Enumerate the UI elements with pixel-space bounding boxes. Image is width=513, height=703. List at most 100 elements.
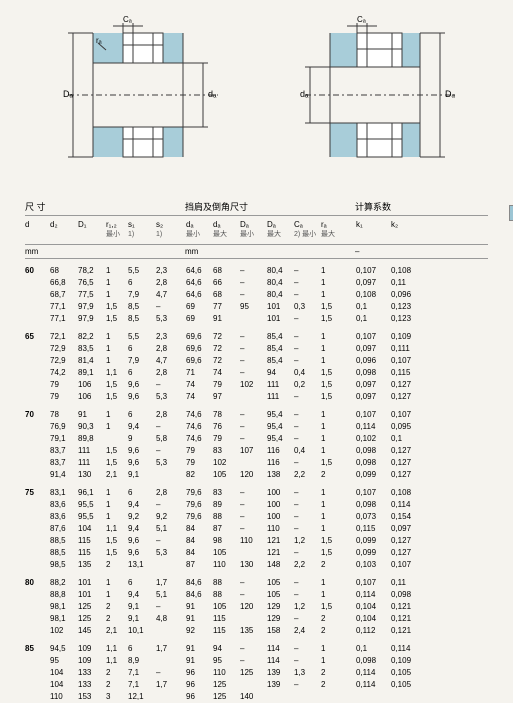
cell: 105 (213, 547, 240, 559)
cell: 139 (267, 667, 294, 679)
table-row: 87,61041,19,45,18487–110–10,1150,097 (25, 523, 488, 535)
cell: 0,1 (356, 643, 391, 655)
cell: – (240, 589, 267, 601)
cell: 1 (321, 433, 356, 445)
cell: 0,102 (356, 433, 391, 445)
cell (25, 313, 50, 325)
cell: 88,5 (50, 535, 78, 547)
cell: 77,5 (78, 289, 106, 301)
cell: 96,1 (78, 487, 106, 499)
cell: 0,073 (356, 511, 391, 523)
table-row: 74,289,11,162,87174–940,41,50,0980,115 (25, 367, 488, 379)
cell (25, 655, 50, 667)
cell: 68,7 (50, 289, 78, 301)
cell: 104 (50, 667, 78, 679)
table-row: 72,981,417,94,769,672–85,4–10,0960,107 (25, 355, 488, 367)
cell: 0,098 (356, 457, 391, 469)
cell: – (240, 499, 267, 511)
cell: 74,6 (186, 421, 213, 433)
cell: – (156, 601, 186, 613)
cell: 2,4 (294, 625, 321, 637)
cell: 83,6 (50, 499, 78, 511)
cell (240, 613, 267, 625)
cell: 1,5 (321, 547, 356, 559)
data-group: 707891162,874,678–95,4–10,1070,10776,990… (25, 409, 488, 481)
cell: 96 (186, 691, 213, 703)
cell: 92 (186, 625, 213, 637)
cell: 68 (213, 265, 240, 277)
col-header: s₁1) (128, 220, 156, 240)
cell: 0,103 (356, 559, 391, 571)
lbl-Da-r: Dₐ (445, 89, 455, 99)
cell (25, 301, 50, 313)
cell: 87 (186, 559, 213, 571)
cell: 1,5 (321, 313, 356, 325)
cell (25, 421, 50, 433)
cell: 5,8 (156, 433, 186, 445)
cell: 91 (186, 655, 213, 667)
cell: 8,9 (128, 655, 156, 667)
cell: 4,8 (156, 613, 186, 625)
side-tab-icon (509, 205, 513, 221)
cell: 0,107 (391, 559, 426, 571)
cell: 138 (267, 469, 294, 481)
cell: 98 (213, 535, 240, 547)
cell: 1,1 (106, 523, 128, 535)
cell: 125 (213, 691, 240, 703)
cell: 72,1 (50, 331, 78, 343)
cell: – (156, 499, 186, 511)
cell: 65 (25, 331, 50, 343)
cell: – (294, 577, 321, 589)
cell: 1 (106, 289, 128, 301)
cell (25, 277, 50, 289)
cell: 5,3 (156, 457, 186, 469)
diagram-right: Cₐ dₐ Dₐ (275, 15, 475, 175)
cell: 110 (213, 559, 240, 571)
cell (25, 343, 50, 355)
cell: 9,4 (128, 523, 156, 535)
cell: 0,099 (356, 535, 391, 547)
cell: 1 (106, 277, 128, 289)
cell: 0,127 (391, 469, 426, 481)
cell: 2 (321, 613, 356, 625)
cell: – (294, 655, 321, 667)
table-row: 66,876,5162,864,666–80,4–10,0970,11 (25, 277, 488, 289)
cell: 100 (267, 499, 294, 511)
cell: 0,099 (356, 469, 391, 481)
cell: 0,104 (356, 613, 391, 625)
cell (25, 391, 50, 403)
cell: 106 (78, 391, 106, 403)
table-row: 76,990,319,4–74,676–95,4–10,1140,095 (25, 421, 488, 433)
cell: 76 (213, 421, 240, 433)
cell: 0,127 (391, 445, 426, 457)
cell: 82 (186, 469, 213, 481)
cell: 0,097 (356, 379, 391, 391)
cell: 1 (321, 499, 356, 511)
cell: 120 (240, 601, 267, 613)
cell: 74 (213, 367, 240, 379)
cell: 125 (240, 667, 267, 679)
cell: 2,3 (156, 331, 186, 343)
cell: 72 (213, 355, 240, 367)
cell: 1 (106, 589, 128, 601)
cell: 97,9 (78, 301, 106, 313)
cell: 98,5 (50, 559, 78, 571)
cell: 100 (267, 487, 294, 499)
cell (294, 691, 321, 703)
cell: – (294, 679, 321, 691)
cell: 0,107 (356, 487, 391, 499)
cell: 80 (25, 577, 50, 589)
cell: 5,3 (156, 391, 186, 403)
cell: – (240, 409, 267, 421)
cell: 104 (78, 523, 106, 535)
cell: 9,6 (128, 445, 156, 457)
cell: 68 (213, 289, 240, 301)
cell: – (294, 511, 321, 523)
cell: 83,7 (50, 445, 78, 457)
cell: 101 (267, 301, 294, 313)
cell: 110 (267, 523, 294, 535)
cell: – (294, 499, 321, 511)
cell: 91 (186, 613, 213, 625)
cell (240, 679, 267, 691)
table-row: 83,695,519,4–79,689–100–10,0980,114 (25, 499, 488, 511)
